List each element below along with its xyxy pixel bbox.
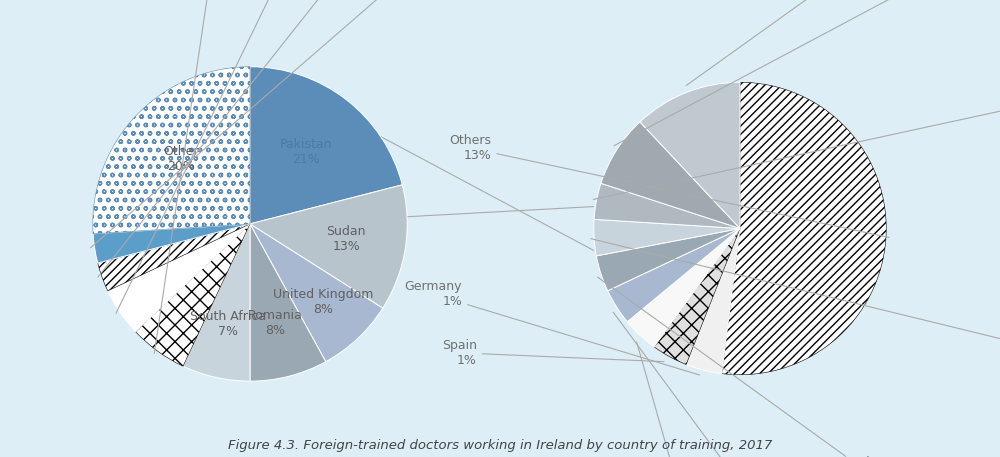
- Wedge shape: [98, 224, 250, 291]
- Wedge shape: [108, 224, 250, 331]
- Text: Italy
1%: Italy 1%: [598, 277, 878, 457]
- Text: Spain
1%: Spain 1%: [442, 339, 664, 367]
- Text: Libya
1%: Libya 1%: [637, 342, 698, 457]
- Text: United Kingdom
8%: United Kingdom 8%: [273, 288, 373, 316]
- Wedge shape: [594, 183, 740, 228]
- Text: Czech Republic
1%: Czech Republic 1%: [591, 239, 1000, 367]
- Wedge shape: [640, 82, 740, 228]
- Wedge shape: [596, 228, 740, 291]
- Text: Other
20%: Other 20%: [163, 145, 199, 173]
- Wedge shape: [250, 224, 383, 361]
- Text: Germany
1%: Germany 1%: [405, 280, 700, 375]
- Text: Bulgaria
1%: Bulgaria 1%: [593, 83, 1000, 199]
- Text: Egypt
6%: Egypt 6%: [154, 0, 229, 353]
- Wedge shape: [93, 67, 250, 234]
- Wedge shape: [183, 224, 250, 381]
- Text: Iraq
2%: Iraq 2%: [614, 0, 979, 146]
- Wedge shape: [654, 228, 740, 365]
- Text: Poland
3%: Poland 3%: [686, 0, 885, 85]
- Wedge shape: [627, 228, 740, 347]
- Text: Figure 4.3. Foreign-trained doctors working in Ireland by country of training, 2: Figure 4.3. Foreign-trained doctors work…: [228, 440, 772, 452]
- Text: India
5%: India 5%: [116, 0, 300, 314]
- Text: Hungary
3%: Hungary 3%: [91, 0, 442, 248]
- Text: Australia
1%: Australia 1%: [613, 312, 790, 457]
- Text: Nigeria
3%: Nigeria 3%: [98, 0, 367, 277]
- Wedge shape: [250, 67, 402, 224]
- Wedge shape: [135, 224, 250, 366]
- Wedge shape: [250, 224, 326, 381]
- Wedge shape: [608, 228, 740, 322]
- Wedge shape: [594, 219, 740, 256]
- Wedge shape: [250, 185, 407, 308]
- Text: Romania
8%: Romania 8%: [248, 309, 303, 337]
- Text: Others
13%: Others 13%: [449, 134, 889, 238]
- Text: Pakistan
21%: Pakistan 21%: [280, 138, 332, 166]
- Wedge shape: [686, 228, 740, 373]
- Text: South Africa
7%: South Africa 7%: [190, 310, 266, 338]
- Wedge shape: [93, 224, 250, 263]
- Text: Sudan
13%: Sudan 13%: [327, 225, 366, 253]
- Wedge shape: [601, 122, 740, 228]
- Wedge shape: [722, 82, 886, 375]
